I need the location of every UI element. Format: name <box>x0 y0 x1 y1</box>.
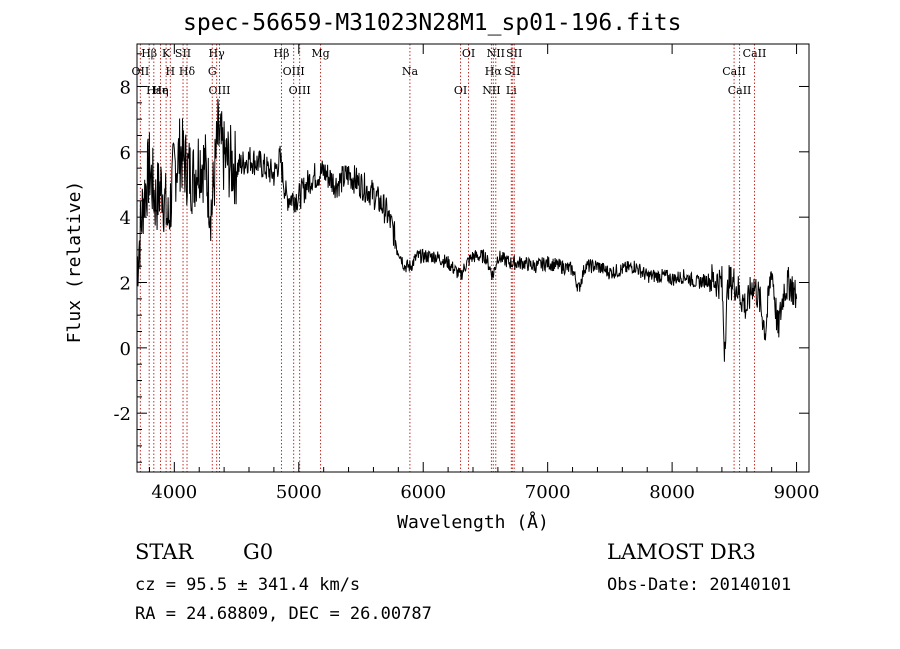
spectral-line-label: Mg <box>311 47 329 60</box>
spectral-line-label: CaII <box>728 84 752 97</box>
redshift-velocity: cz = 95.5 ± 341.4 km/s <box>135 575 361 595</box>
y-tick-label: 0 <box>120 339 131 360</box>
x-axis-label: Wavelength (Å) <box>397 511 549 533</box>
spectral-line-label: Hη <box>152 84 168 97</box>
spectral-line-label: SII <box>506 47 522 60</box>
y-tick-label: -2 <box>113 404 131 425</box>
chart-title: spec-56659-M31023N28M1_sp01-196.fits <box>183 10 682 36</box>
spectral-line-label: SII <box>504 65 520 78</box>
y-tick-label: 4 <box>120 208 131 229</box>
spectral-line-label: NII <box>482 84 500 97</box>
spectral-line-label: SII <box>175 47 191 60</box>
x-tick-label: 9000 <box>774 482 820 503</box>
x-tick-label: 8000 <box>649 482 695 503</box>
y-tick-label: 6 <box>120 143 131 164</box>
spectral-line-label: OIII <box>283 65 305 78</box>
x-tick-label: 4000 <box>151 482 197 503</box>
spectral-line-label: Hγ <box>209 47 226 60</box>
spectral-line-label: CaII <box>722 65 746 78</box>
spectral-line-label: Li <box>506 84 517 97</box>
survey-name: LAMOST DR3 <box>607 540 756 564</box>
spectral-line-label: Na <box>402 65 419 78</box>
spectral-line-label: Hα <box>485 65 503 78</box>
spectral-line-label: Hε <box>146 84 162 97</box>
spectral-line-label: OI <box>454 84 467 97</box>
x-tick-label: 6000 <box>400 482 446 503</box>
object-class: STAR <box>135 540 194 564</box>
sky-coordinates: RA = 24.68809, DEC = 26.00787 <box>135 604 432 624</box>
spectral-line-label: CaII <box>743 47 767 60</box>
spectral-line-label: G <box>208 65 217 78</box>
spectral-line-label: OIII <box>208 84 230 97</box>
x-tick-label: 5000 <box>276 482 322 503</box>
spectral-line-label: Hδ <box>179 65 196 78</box>
spectral-line-label: Hβ <box>141 47 157 60</box>
spectral-line-label: Hβ <box>274 47 290 60</box>
spectral-line-label: OIII <box>289 84 311 97</box>
spectrum-series-line <box>136 98 798 362</box>
object-subclass: G0 <box>243 540 274 564</box>
spectral-line-label: OI <box>462 47 475 60</box>
spectral-line-label: H <box>166 65 176 78</box>
y-tick-label: 8 <box>120 77 131 98</box>
spectral-line-label: K <box>162 47 171 60</box>
x-tick-label: 7000 <box>525 482 571 503</box>
y-axis-label: Flux (relative) <box>64 181 85 344</box>
observation-date: Obs-Date: 20140101 <box>607 575 792 595</box>
spectral-line-label: NII <box>487 47 505 60</box>
y-tick-label: 2 <box>120 274 131 295</box>
spectral-line-label: OII <box>132 65 150 78</box>
